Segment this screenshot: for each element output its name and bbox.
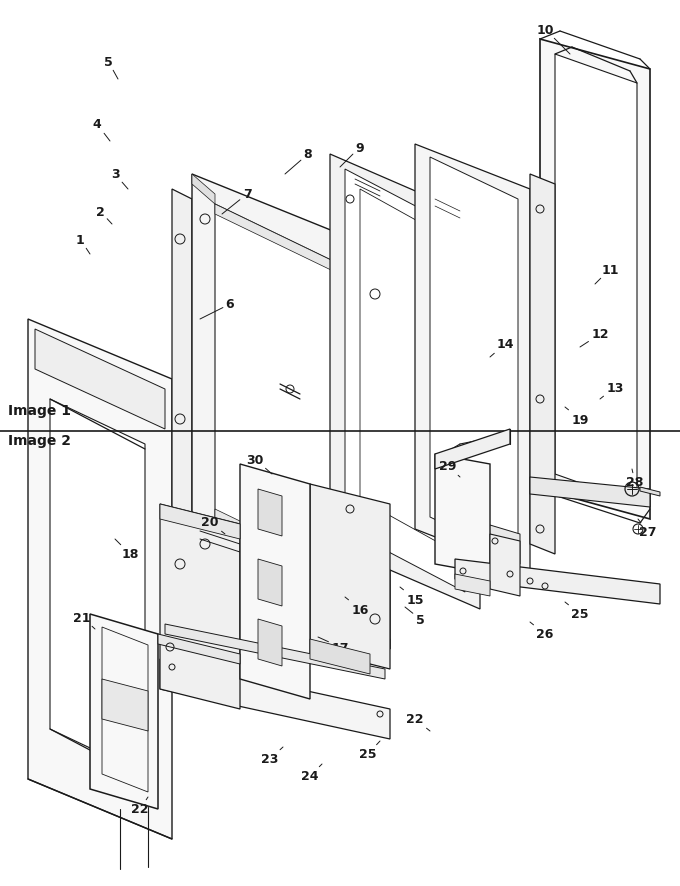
Polygon shape	[258, 559, 282, 606]
Text: 8: 8	[285, 148, 312, 175]
Polygon shape	[240, 464, 310, 699]
Text: 14: 14	[490, 338, 514, 358]
Polygon shape	[415, 144, 530, 574]
Polygon shape	[470, 519, 520, 564]
Polygon shape	[28, 320, 172, 839]
Polygon shape	[192, 175, 390, 649]
Text: 9: 9	[340, 142, 364, 167]
Polygon shape	[435, 455, 490, 574]
Polygon shape	[430, 158, 518, 559]
Polygon shape	[165, 625, 385, 680]
Polygon shape	[530, 175, 555, 555]
Text: 10: 10	[537, 23, 570, 55]
Text: 23: 23	[261, 747, 283, 766]
Text: 17: 17	[318, 637, 349, 654]
Text: 16: 16	[345, 597, 369, 616]
Text: 3: 3	[111, 168, 128, 190]
Polygon shape	[175, 559, 215, 604]
Text: 18: 18	[115, 540, 139, 561]
Polygon shape	[330, 155, 480, 610]
Text: 6: 6	[200, 299, 235, 320]
Polygon shape	[258, 619, 282, 666]
Polygon shape	[455, 574, 490, 596]
Text: 25: 25	[359, 742, 380, 761]
Polygon shape	[160, 504, 240, 540]
Text: 22: 22	[131, 797, 149, 816]
Text: 12: 12	[580, 328, 609, 347]
Polygon shape	[530, 478, 650, 508]
Polygon shape	[255, 595, 310, 649]
Polygon shape	[102, 680, 148, 731]
Polygon shape	[160, 659, 390, 739]
Text: 27: 27	[638, 519, 657, 539]
Text: 20: 20	[201, 516, 225, 534]
Text: 24: 24	[301, 764, 322, 782]
Polygon shape	[310, 485, 390, 669]
Text: 1: 1	[75, 233, 90, 254]
Text: 7: 7	[222, 189, 252, 214]
Text: 5: 5	[103, 56, 118, 80]
Polygon shape	[640, 487, 660, 496]
Polygon shape	[345, 170, 465, 593]
Polygon shape	[50, 400, 145, 774]
Text: 2: 2	[96, 206, 112, 225]
Polygon shape	[160, 504, 240, 709]
Polygon shape	[490, 534, 520, 596]
Polygon shape	[258, 489, 282, 536]
Text: 21: 21	[73, 610, 95, 629]
Text: 13: 13	[600, 381, 624, 400]
Text: 26: 26	[530, 622, 554, 641]
Text: 15: 15	[400, 587, 424, 606]
Text: 29: 29	[439, 460, 460, 478]
Polygon shape	[172, 570, 310, 629]
Polygon shape	[310, 640, 370, 674]
Polygon shape	[435, 430, 510, 470]
Text: 5: 5	[405, 607, 424, 626]
Polygon shape	[210, 579, 250, 634]
Polygon shape	[215, 205, 360, 284]
Text: 28: 28	[626, 470, 644, 489]
Polygon shape	[215, 509, 360, 589]
Polygon shape	[555, 55, 637, 503]
Polygon shape	[192, 559, 390, 649]
Text: 30: 30	[246, 453, 272, 475]
Text: 19: 19	[565, 408, 589, 426]
Polygon shape	[172, 610, 310, 664]
Polygon shape	[172, 190, 192, 610]
Polygon shape	[215, 205, 360, 589]
Text: 11: 11	[595, 263, 619, 284]
Polygon shape	[35, 330, 165, 430]
Polygon shape	[90, 614, 158, 809]
Polygon shape	[192, 175, 215, 205]
Polygon shape	[158, 634, 240, 664]
Text: Image 2: Image 2	[8, 433, 71, 447]
Text: Image 1: Image 1	[8, 403, 71, 417]
Polygon shape	[540, 40, 650, 519]
Text: 25: 25	[565, 602, 589, 621]
Text: 22: 22	[406, 712, 430, 731]
Text: 4: 4	[92, 119, 110, 142]
Polygon shape	[455, 559, 660, 604]
